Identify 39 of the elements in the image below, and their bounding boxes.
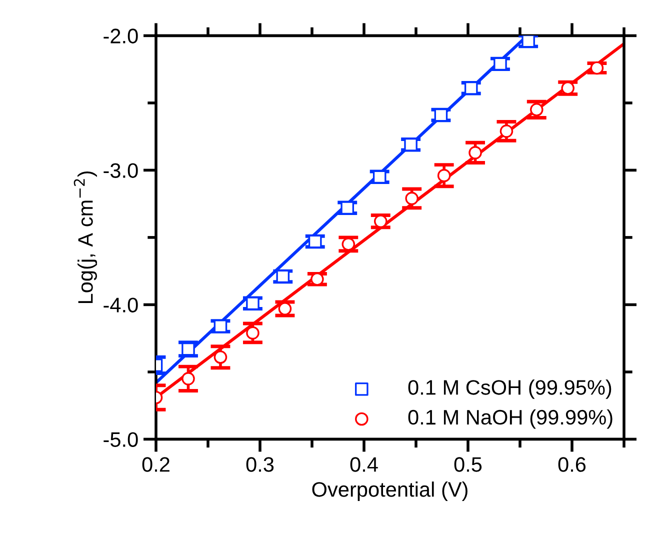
legend-label: 0.1 M CsOH (99.95%) [408, 380, 612, 399]
point [276, 270, 290, 284]
point [561, 81, 574, 95]
point [308, 234, 322, 248]
y-tick-label: -4.0 [104, 298, 138, 312]
point [500, 124, 514, 138]
point [340, 201, 354, 214]
legend-label: 0.1 M NaOH (99.99%) [408, 409, 612, 429]
point [214, 350, 228, 364]
y-tick-label: -2.0 [104, 28, 138, 44]
y-tick-label: -5.0 [104, 432, 138, 447]
x-tick-label: 0.2 [142, 457, 170, 472]
y-tick-label: -3.0 [104, 163, 138, 178]
point [405, 192, 418, 206]
point [437, 168, 451, 182]
x-tick-label: 0.4 [350, 457, 378, 472]
x-axis-title: Overpotential (V) [312, 482, 468, 501]
point [182, 342, 195, 356]
point [214, 320, 228, 333]
point [278, 302, 292, 316]
x-tick-label: 0.5 [454, 457, 482, 472]
x-tick-label: 0.3 [246, 457, 274, 472]
point [590, 61, 604, 75]
point [434, 108, 448, 122]
point [246, 296, 260, 310]
x-tick-label: 0.6 [558, 457, 586, 472]
y-axis-title: Log(j, A cm$^{−2}$) [74, 171, 97, 304]
point [404, 138, 418, 152]
point [468, 146, 482, 160]
point [310, 272, 324, 286]
point [342, 238, 356, 251]
point [374, 214, 388, 228]
point [246, 326, 260, 340]
point [494, 57, 507, 71]
point [372, 170, 386, 184]
point [182, 372, 195, 386]
point [530, 103, 544, 116]
point [522, 36, 535, 48]
point [464, 81, 478, 95]
